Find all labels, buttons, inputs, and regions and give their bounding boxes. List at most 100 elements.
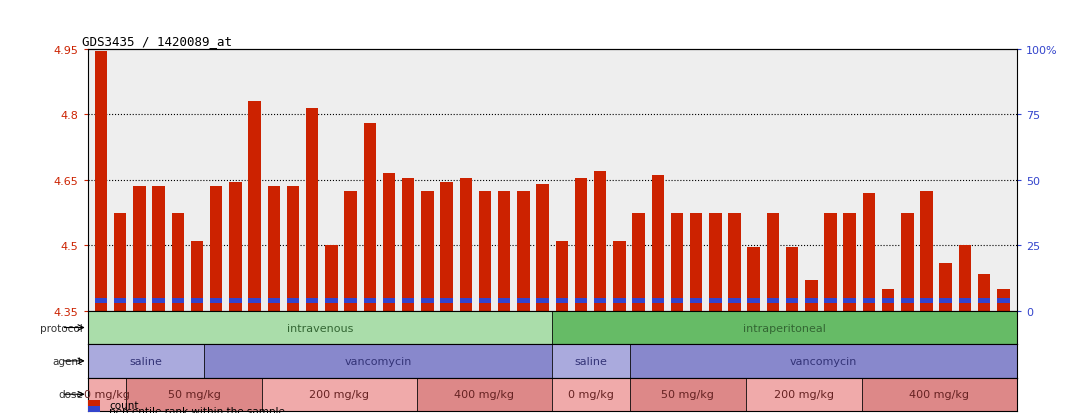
Bar — [978, 274, 990, 311]
Bar — [555, 241, 568, 311]
Text: vancomycin: vancomycin — [344, 356, 411, 366]
Bar — [286, 187, 299, 311]
Bar — [134, 187, 145, 311]
Bar — [805, 280, 818, 311]
Bar — [249, 299, 261, 304]
Bar — [191, 241, 203, 311]
Bar — [88, 377, 126, 411]
Bar — [172, 213, 184, 311]
Bar — [268, 187, 280, 311]
Bar — [305, 299, 318, 304]
Bar — [940, 263, 952, 311]
Bar — [767, 213, 780, 311]
Bar — [728, 299, 741, 304]
Bar — [230, 299, 241, 304]
Bar — [767, 299, 780, 304]
Bar — [325, 299, 337, 304]
Text: vancomycin: vancomycin — [789, 356, 857, 366]
Bar — [998, 299, 1009, 304]
Bar — [552, 377, 629, 411]
Bar — [382, 299, 395, 304]
Text: 50 mg/kg: 50 mg/kg — [168, 389, 220, 399]
Bar — [863, 193, 875, 311]
Bar — [210, 187, 222, 311]
Bar — [249, 102, 261, 311]
Bar — [363, 299, 376, 304]
Text: 50 mg/kg: 50 mg/kg — [661, 389, 714, 399]
Bar — [210, 299, 222, 304]
Bar — [417, 377, 552, 411]
Text: 0 mg/kg: 0 mg/kg — [84, 389, 130, 399]
Bar — [421, 299, 434, 304]
Text: 0 mg/kg: 0 mg/kg — [568, 389, 614, 399]
Bar — [862, 377, 1017, 411]
Bar — [921, 299, 932, 304]
Bar — [824, 299, 836, 304]
Bar — [745, 377, 862, 411]
Bar — [748, 299, 760, 304]
Bar — [805, 299, 818, 304]
Bar — [517, 299, 530, 304]
Bar — [382, 174, 395, 311]
Bar — [305, 108, 318, 311]
Bar — [786, 248, 799, 311]
Bar — [191, 299, 203, 304]
Bar — [575, 299, 587, 304]
Bar — [459, 178, 472, 311]
Text: agent: agent — [52, 356, 83, 366]
Bar — [536, 185, 549, 311]
Bar — [844, 299, 855, 304]
Bar — [630, 344, 1017, 377]
Bar — [517, 191, 530, 311]
Bar — [552, 311, 1017, 344]
Bar — [824, 213, 836, 311]
Text: GDS3435 / 1420089_at: GDS3435 / 1420089_at — [82, 35, 232, 47]
Bar — [882, 299, 894, 304]
Text: saline: saline — [129, 356, 162, 366]
Bar — [709, 299, 722, 304]
Bar — [671, 213, 684, 311]
Bar — [690, 299, 703, 304]
Bar — [498, 299, 511, 304]
Text: percentile rank within the sample: percentile rank within the sample — [109, 406, 285, 413]
Bar — [728, 213, 741, 311]
Bar — [921, 191, 932, 311]
Bar — [651, 299, 664, 304]
Bar — [709, 213, 722, 311]
Bar — [940, 299, 952, 304]
Bar — [344, 191, 357, 311]
Text: count: count — [109, 400, 139, 410]
Bar — [262, 377, 417, 411]
Bar — [478, 191, 491, 311]
Bar — [134, 299, 145, 304]
Bar — [998, 289, 1009, 311]
Bar — [126, 377, 262, 411]
Bar — [402, 299, 414, 304]
Bar — [575, 178, 587, 311]
Text: protocol: protocol — [41, 323, 83, 333]
Bar — [613, 241, 626, 311]
Bar — [325, 246, 337, 311]
Bar — [172, 299, 184, 304]
Text: dose: dose — [58, 389, 83, 399]
Bar — [690, 213, 703, 311]
Bar — [88, 311, 552, 344]
Bar — [421, 191, 434, 311]
Text: intraperitoneal: intraperitoneal — [743, 323, 826, 333]
Bar — [552, 344, 629, 377]
Bar — [459, 299, 472, 304]
Bar — [440, 183, 453, 311]
Bar — [555, 299, 568, 304]
Text: 200 mg/kg: 200 mg/kg — [310, 389, 370, 399]
Bar — [286, 299, 299, 304]
Bar — [844, 213, 855, 311]
Bar — [440, 299, 453, 304]
Bar — [651, 176, 664, 311]
Bar — [748, 248, 760, 311]
Bar — [632, 299, 645, 304]
Bar — [363, 123, 376, 311]
Text: 200 mg/kg: 200 mg/kg — [774, 389, 834, 399]
Bar — [978, 299, 990, 304]
Bar — [204, 344, 552, 377]
Bar — [498, 191, 511, 311]
